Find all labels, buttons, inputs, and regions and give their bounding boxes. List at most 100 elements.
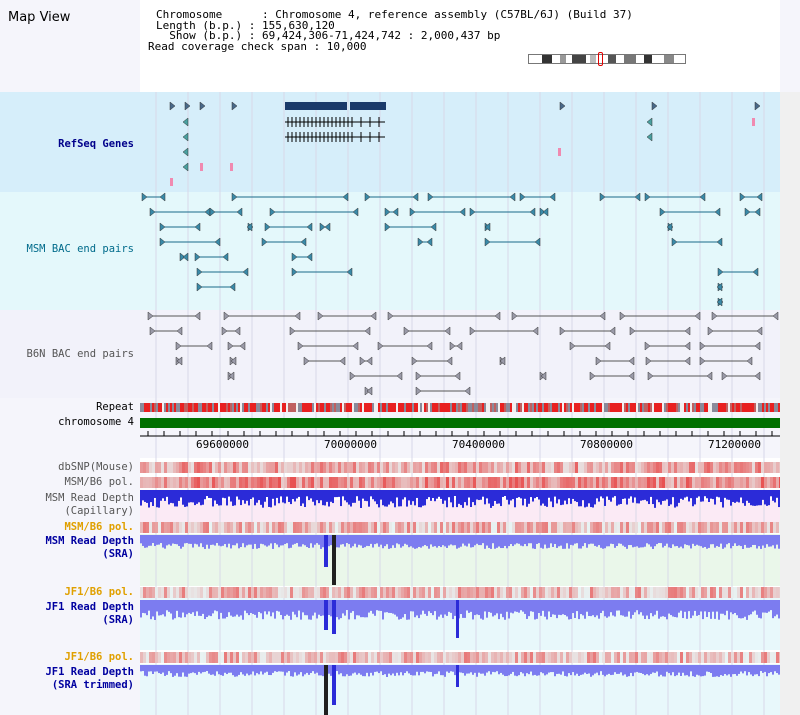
msm-sra-depth-bar xyxy=(152,535,154,544)
msm-b6-pol-cell xyxy=(434,522,437,533)
jf1-trim-depth-bar xyxy=(488,665,490,672)
jf1-b6-pol-cell xyxy=(521,587,524,598)
track-label-repeat[interactable]: Repeat xyxy=(96,401,134,413)
msm-b6-pol-cell xyxy=(656,522,659,533)
jf1-b6-pol-cell xyxy=(293,587,296,598)
repeat-segment xyxy=(664,403,666,412)
jf1-b6-pol-cell xyxy=(602,587,605,598)
track-label-jf1-b6-pol-2[interactable]: JF1/B6 pol. xyxy=(64,651,134,663)
msm-sra-depth-bar xyxy=(454,535,456,546)
dbsnp-density-cell xyxy=(416,462,419,473)
repeat-segment xyxy=(656,403,658,412)
repeat-segment xyxy=(248,403,250,412)
jf1-sra-depth-bar xyxy=(702,600,704,620)
msm-bac-end-marker xyxy=(430,222,437,232)
jf1-sra-depth-bar xyxy=(410,600,412,612)
msm-sra-depth-bar xyxy=(194,535,196,544)
msm-sra-depth-bar xyxy=(180,535,182,549)
track-label-jf1-read-depth-sra[interactable]: JF1 Read Depth xyxy=(45,601,134,613)
msm-b6-pol-cell xyxy=(476,522,479,533)
gene-strand-marker xyxy=(651,101,658,111)
msm-capillary-depth-bar xyxy=(156,490,158,508)
repeat-segment xyxy=(140,403,142,412)
jf1-trim-depth-bar xyxy=(522,665,524,674)
msm-capillary-depth-bar xyxy=(746,490,748,501)
dbsnp-density-cell xyxy=(767,462,770,473)
msm-b6-pol-cell xyxy=(620,522,623,533)
track-label-b6n-bac-end-pairs[interactable]: B6N BAC end pairs xyxy=(26,348,134,360)
ruler-tick-label: 70400000 xyxy=(452,438,505,451)
msm-b6-pol-cell xyxy=(458,477,461,488)
msm-capillary-depth-bar xyxy=(590,490,592,508)
msm-b6-pol-cell xyxy=(392,477,395,488)
b6n-bac-end-marker xyxy=(559,326,566,336)
track-label-refseq-genes[interactable]: RefSeq Genes xyxy=(58,138,134,150)
track-label-msm-read-depth-sra[interactable]: MSM Read Depth xyxy=(45,535,134,547)
msm-b6-pol-cell xyxy=(641,522,644,533)
jf1-b6-pol-cell xyxy=(455,652,458,663)
dbsnp-density-cell xyxy=(491,462,494,473)
track-label-msm-read-depth-capillary[interactable]: MSM Read Depth xyxy=(45,492,134,504)
jf1-trim-depth-bar xyxy=(628,665,630,677)
msm-bac-end-marker xyxy=(291,252,298,262)
jf1-sra-depth-bar xyxy=(550,600,552,617)
jf1-b6-pol-cell xyxy=(404,652,407,663)
msm-capillary-depth-bar xyxy=(512,490,514,500)
jf1-sra-depth-bar xyxy=(504,600,506,620)
b6n-bac-end-marker xyxy=(426,341,433,351)
jf1-sra-depth-bar xyxy=(210,600,212,617)
b6n-bac-end-marker xyxy=(352,341,359,351)
jf1-b6-pol-cell xyxy=(200,587,203,598)
track-label-jf1-b6-pol[interactable]: JF1/B6 pol. xyxy=(64,586,134,598)
msm-sra-depth-bar xyxy=(290,535,292,548)
msm-bac-end-marker xyxy=(194,222,201,232)
dbsnp-density-cell xyxy=(776,462,779,473)
jf1-b6-pol-cell xyxy=(221,587,224,598)
msm-sra-depth-bar xyxy=(736,535,738,546)
track-label-jf1-read-depth-trimmed[interactable]: JF1 Read Depth xyxy=(45,666,134,678)
jf1-trim-depth-bar xyxy=(698,665,700,676)
dbsnp-density-cell xyxy=(743,462,746,473)
jf1-trim-depth-bar xyxy=(330,665,332,676)
jf1-sra-depth-bar xyxy=(312,600,314,616)
msm-capillary-depth-bar xyxy=(414,490,416,506)
ideogram-position-marker[interactable] xyxy=(598,52,603,66)
jf1-trim-depth-bar xyxy=(588,665,590,674)
msm-sra-depth-bar xyxy=(570,535,572,545)
track-label-msm-bac-end-pairs[interactable]: MSM BAC end pairs xyxy=(26,243,134,255)
msm-capillary-depth-bar xyxy=(206,490,208,497)
msm-b6-pol-cell xyxy=(710,477,713,488)
jf1-trim-depth-bar xyxy=(252,665,254,672)
jf1-b6-pol-cell xyxy=(482,587,485,598)
refseq-track-bg xyxy=(0,92,780,192)
gene-strand-marker xyxy=(559,101,566,111)
track-label-dbsnp[interactable]: dbSNP(Mouse) xyxy=(58,461,134,473)
jf1-b6-pol-cell xyxy=(743,652,746,663)
jf1-trim-depth-bar xyxy=(622,665,624,676)
msm-capillary-depth-bar xyxy=(454,490,456,497)
jf1-b6-pol-cell xyxy=(311,652,314,663)
repeat-segment xyxy=(510,403,512,412)
msm-capillary-depth-bar xyxy=(142,490,144,501)
jf1-sra-depth-bar xyxy=(200,600,202,616)
jf1-sra-depth-bar xyxy=(422,600,424,611)
dbsnp-density-cell xyxy=(260,462,263,473)
repeat-segment xyxy=(534,403,536,412)
jf1-b6-pol-cell xyxy=(230,652,233,663)
msm-sra-depth-bar xyxy=(580,535,582,549)
msm-bac-end-marker xyxy=(214,237,221,247)
jf1-b6-pol-cell xyxy=(143,587,146,598)
msm-b6-pol-cell xyxy=(308,477,311,488)
repeat-segment xyxy=(512,403,514,412)
msm-capillary-depth-bar xyxy=(276,490,278,498)
repeat-segment xyxy=(580,403,582,412)
track-label-msm-b6-pol[interactable]: MSM/B6 pol. xyxy=(64,476,134,488)
track-label-msm-b6-pol-2[interactable]: MSM/B6 pol. xyxy=(64,521,134,533)
msm-b6-pol-cell xyxy=(143,477,146,488)
chromosome-ideogram[interactable] xyxy=(528,52,686,66)
repeat-segment xyxy=(604,403,606,412)
jf1-b6-pol-cell xyxy=(563,587,566,598)
dbsnp-density-cell xyxy=(452,462,455,473)
dbsnp-density-cell xyxy=(323,462,326,473)
